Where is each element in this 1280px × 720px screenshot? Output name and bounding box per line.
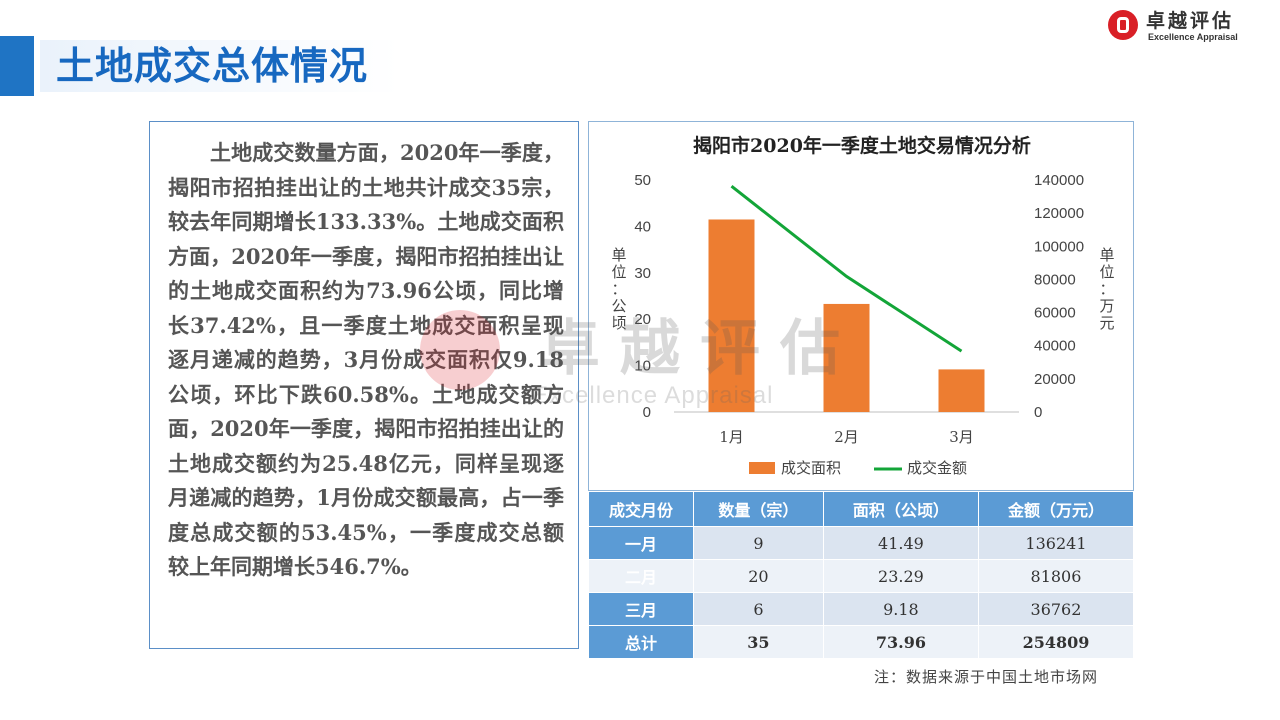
y-right-tick-label: 100000 [1034, 238, 1084, 255]
y-right-tick-label: 140000 [1034, 172, 1084, 189]
y-right-tick-label: 80000 [1034, 271, 1076, 288]
y-left-tick-label: 30 [634, 265, 651, 282]
y-left-tick-label: 10 [634, 358, 651, 375]
table-header-cell: 面积（公顷） [822, 491, 979, 527]
table-header-row: 成交月份 数量（宗） 面积（公顷） 金额（万元） [588, 491, 1135, 527]
table-header-cell: 成交月份 [588, 491, 694, 527]
table-row: 三月 6 9.18 36762 [588, 592, 1135, 626]
table-cell: 36762 [977, 592, 1135, 626]
company-logo: 卓越评估 Excellence Appraisal [1108, 6, 1268, 46]
table-cell: 136241 [977, 526, 1135, 560]
line-amount [730, 185, 963, 353]
y-right-tick-label: 60000 [1034, 305, 1076, 322]
table-row: 一月 9 41.49 136241 [588, 526, 1135, 560]
y-left-tick-label: 40 [634, 218, 651, 235]
title-accent-bar [0, 36, 34, 96]
x-tick-label: 3月 [949, 428, 974, 446]
bar-area [708, 219, 755, 412]
x-tick-label: 1月 [719, 428, 744, 446]
legend-label-amount: 成交金额 [907, 459, 967, 477]
source-note: 注：数据来源于中国土地市场网 [874, 668, 1099, 686]
bar-area [938, 369, 985, 412]
y-right-tick-label: 120000 [1034, 205, 1084, 222]
page-title: 土地成交总体情况 [56, 44, 369, 88]
table-cell-month: 总计 [588, 625, 694, 659]
logo-cn-text: 卓越评估 [1146, 10, 1235, 32]
table-cell: 73.96 [822, 625, 979, 659]
chart-panel: 揭阳市2020年一季度土地交易情况分析 0 10 20 30 40 50 0 20000 4000… [588, 121, 1134, 491]
table-cell: 23.29 [822, 559, 979, 593]
chart-title: 揭阳市2020年一季度土地交易情况分析 [693, 134, 1031, 157]
table-cell: 20 [692, 559, 824, 593]
data-table: 成交月份 数量（宗） 面积（公顷） 金额（万元） 一月 9 41.49 1362… [588, 491, 1135, 659]
table-cell-month: 二月 [588, 559, 694, 593]
table-cell-month: 一月 [588, 526, 694, 560]
table-cell: 9 [692, 526, 824, 560]
data-table-wrap: 成交月份 数量（宗） 面积（公顷） 金额（万元） 一月 9 41.49 1362… [588, 491, 1135, 659]
table-total-row: 总计 35 73.96 254809 [588, 625, 1135, 659]
table-row: 二月 20 23.29 81806 [588, 559, 1135, 593]
y-right-tick-label: 40000 [1034, 338, 1076, 355]
logo-en-text: Excellence Appraisal [1148, 32, 1238, 42]
table-cell: 6 [692, 592, 824, 626]
table-cell: 81806 [977, 559, 1135, 593]
y-left-tick-label: 20 [634, 311, 651, 328]
table-header-cell: 金额（万元） [977, 491, 1135, 527]
legend-label-area: 成交面积 [781, 459, 841, 477]
table-header-cell: 数量（宗） [692, 491, 824, 527]
y-left-tick-label: 50 [634, 172, 651, 189]
logo-icon [1108, 10, 1138, 40]
table-cell: 41.49 [822, 526, 979, 560]
analysis-paragraph: 土地成交数量方面，2020年一季度，揭阳市招拍挂出让的土地共计成交35宗，较去年… [168, 140, 564, 579]
bar-area [823, 303, 870, 412]
table-cell: 9.18 [822, 592, 979, 626]
y-left-axis-label: 单位：公顷 [611, 246, 626, 332]
y-left-tick-label: 0 [643, 404, 651, 421]
table-cell: 254809 [977, 625, 1135, 659]
legend-swatch-area [749, 462, 775, 474]
title-background [40, 40, 400, 92]
x-tick-label: 2月 [834, 428, 859, 446]
analysis-text-box: 土地成交数量方面，2020年一季度，揭阳市招拍挂出让的土地共计成交35宗，较去年… [149, 121, 579, 649]
table-cell: 35 [692, 625, 824, 659]
combo-chart: 揭阳市2020年一季度土地交易情况分析 0 10 20 30 40 50 0 20000 4000… [611, 134, 1114, 477]
y-right-axis-label: 单位：万元 [1099, 246, 1114, 332]
y-right-tick-label: 20000 [1034, 371, 1076, 388]
table-cell-month: 三月 [588, 592, 694, 626]
y-right-tick-label: 0 [1034, 404, 1042, 421]
